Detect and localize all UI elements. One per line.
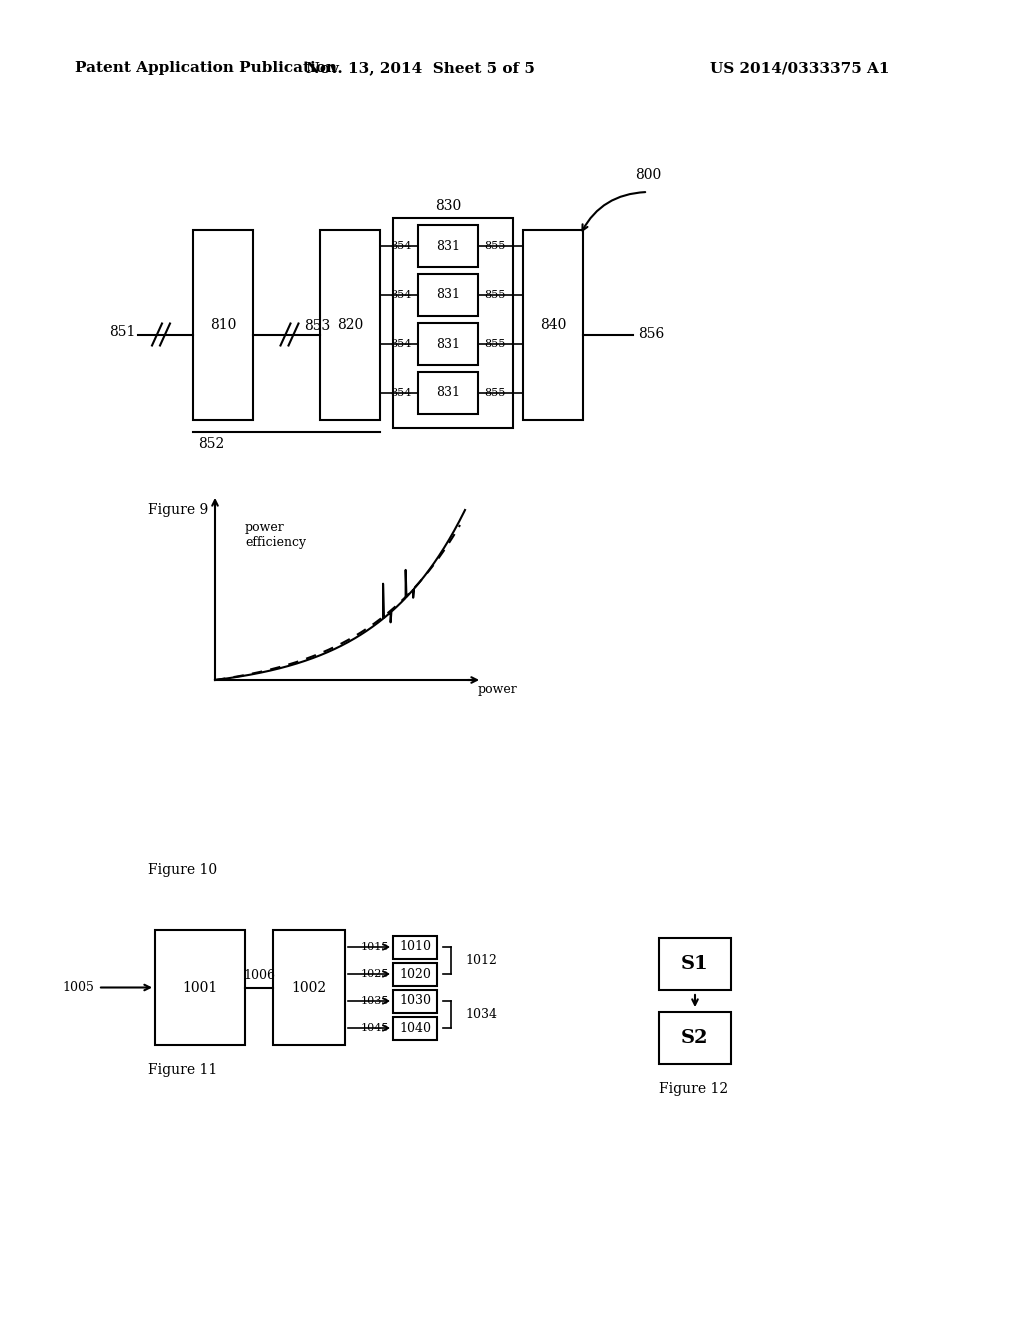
Text: 810: 810 — [210, 318, 237, 333]
Text: 1001: 1001 — [182, 981, 218, 994]
Bar — [273, 931, 345, 1045]
Text: 1035: 1035 — [360, 997, 389, 1006]
Bar — [659, 1012, 731, 1064]
Text: 855: 855 — [484, 290, 506, 300]
Text: power
efficiency: power efficiency — [245, 521, 306, 549]
Bar — [418, 275, 478, 315]
Text: 854: 854 — [390, 290, 412, 300]
Text: 1030: 1030 — [399, 994, 431, 1007]
Text: 852: 852 — [198, 437, 224, 451]
Text: 854: 854 — [390, 388, 412, 399]
Text: 840: 840 — [540, 318, 566, 333]
Bar — [393, 218, 513, 428]
Text: Figure 11: Figure 11 — [148, 1063, 217, 1077]
Text: 856: 856 — [638, 327, 665, 342]
Text: S1: S1 — [681, 954, 709, 973]
Bar — [155, 931, 245, 1045]
Bar — [319, 230, 380, 420]
Text: 831: 831 — [436, 338, 460, 351]
Bar — [393, 962, 437, 986]
Text: 1034: 1034 — [465, 1008, 497, 1020]
Text: Nov. 13, 2014  Sheet 5 of 5: Nov. 13, 2014 Sheet 5 of 5 — [305, 61, 535, 75]
Text: 1020: 1020 — [399, 968, 431, 981]
Bar — [393, 1016, 437, 1040]
Text: 854: 854 — [390, 242, 412, 251]
Text: power: power — [478, 684, 518, 697]
Text: Figure 10: Figure 10 — [148, 863, 217, 876]
Bar — [393, 990, 437, 1012]
Text: US 2014/0333375 A1: US 2014/0333375 A1 — [711, 61, 890, 75]
Text: 1010: 1010 — [399, 940, 431, 953]
Text: Patent Application Publication: Patent Application Publication — [75, 61, 337, 75]
Text: 1005: 1005 — [62, 981, 94, 994]
Bar — [418, 323, 478, 366]
Text: 1025: 1025 — [360, 969, 389, 979]
Bar — [523, 230, 583, 420]
Text: 854: 854 — [390, 339, 412, 348]
Text: 851: 851 — [109, 325, 135, 338]
Text: 1045: 1045 — [360, 1023, 389, 1034]
Text: 855: 855 — [484, 388, 506, 399]
Text: Figure 9: Figure 9 — [148, 503, 208, 517]
Text: 855: 855 — [484, 339, 506, 348]
Text: 831: 831 — [436, 289, 460, 301]
Text: 831: 831 — [436, 239, 460, 252]
Bar — [193, 230, 253, 420]
Bar — [418, 372, 478, 414]
Bar — [659, 939, 731, 990]
Bar — [393, 936, 437, 958]
Text: 1012: 1012 — [465, 954, 497, 968]
Text: 830: 830 — [435, 199, 461, 213]
Text: 855: 855 — [484, 242, 506, 251]
Text: 831: 831 — [436, 387, 460, 400]
Text: Figure 12: Figure 12 — [659, 1082, 728, 1096]
Text: 853: 853 — [304, 319, 331, 334]
Text: 800: 800 — [635, 168, 662, 182]
Bar — [418, 224, 478, 267]
Text: 1040: 1040 — [399, 1022, 431, 1035]
Text: 1006: 1006 — [243, 969, 275, 982]
Text: S2: S2 — [681, 1030, 709, 1047]
Text: 1015: 1015 — [360, 942, 389, 952]
Text: 1002: 1002 — [292, 981, 327, 994]
Text: 820: 820 — [337, 318, 364, 333]
